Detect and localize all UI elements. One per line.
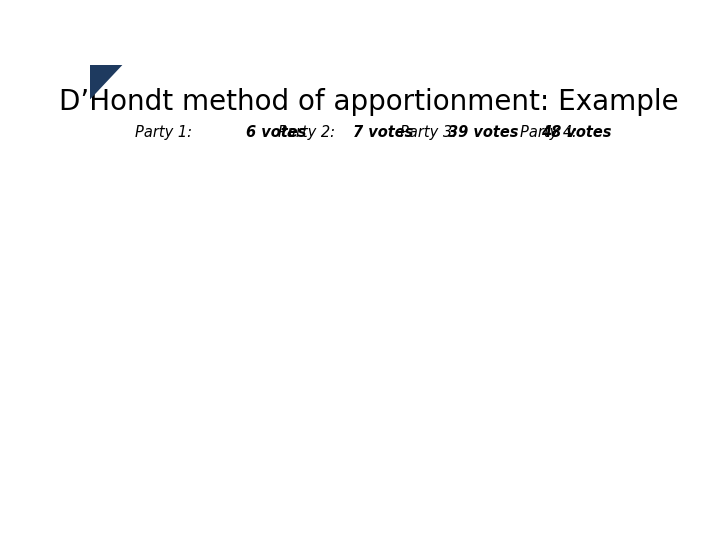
Text: D’Hondt method of apportionment: Example: D’Hondt method of apportionment: Example [59,88,679,116]
Text: 39 votes: 39 votes [448,125,518,140]
Polygon shape [90,65,122,99]
Text: Party 1:: Party 1: [135,125,201,140]
Text: 7 votes: 7 votes [353,125,413,140]
Text: Party 3:: Party 3: [400,125,462,140]
Text: 6 votes: 6 votes [246,125,306,140]
Text: Party 4:: Party 4: [520,125,582,140]
Text: 48 votes: 48 votes [541,125,611,140]
Text: Party 2:: Party 2: [277,125,339,140]
